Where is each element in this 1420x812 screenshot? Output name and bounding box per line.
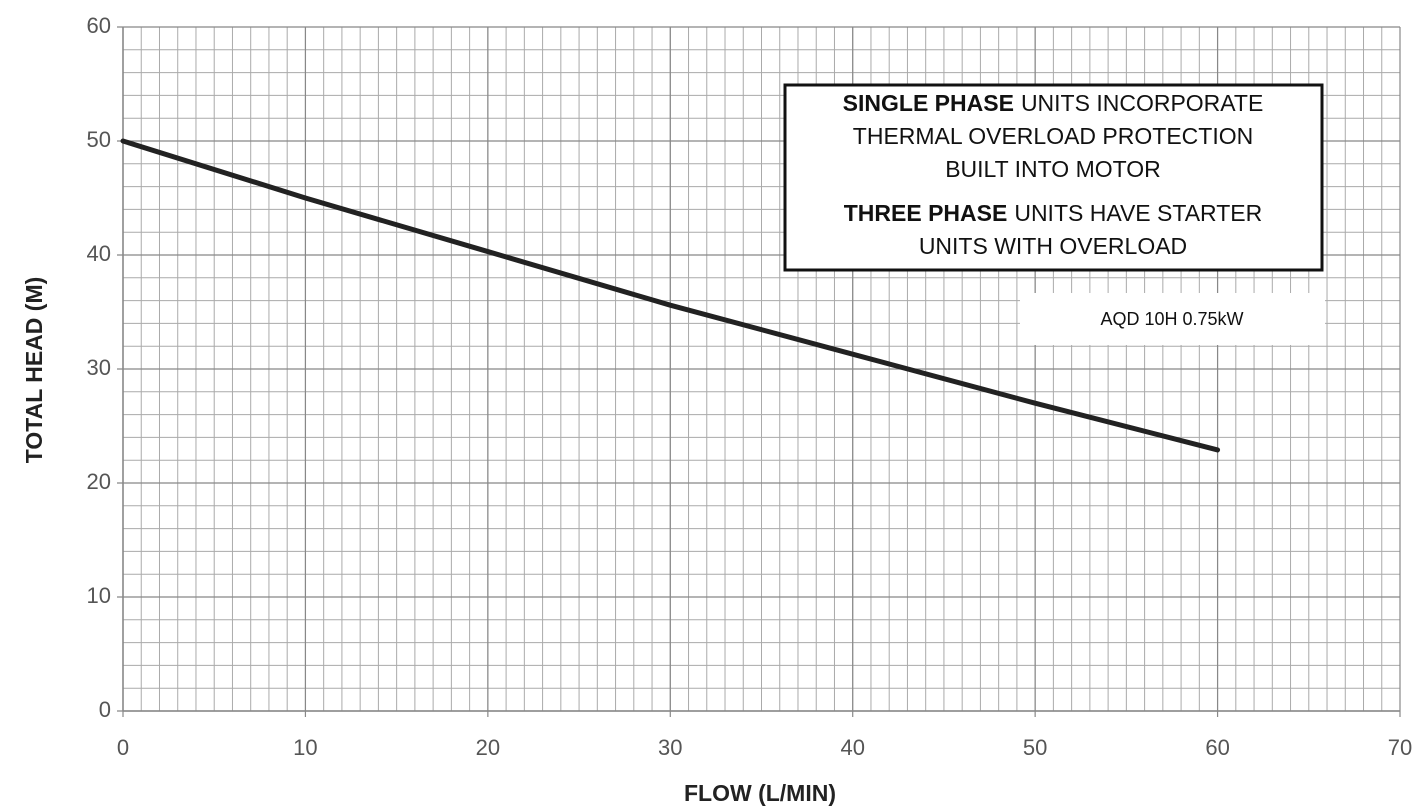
x-tick-label: 40 — [840, 735, 864, 760]
note-text: UNITS INCORPORATE — [1021, 90, 1263, 116]
y-tick-label: 50 — [87, 127, 111, 152]
note-box — [783, 83, 1324, 272]
legend-label: AQD 10H 0.75kW — [1100, 309, 1243, 329]
y-tick-label: 0 — [99, 697, 111, 722]
y-tick-label: 40 — [87, 241, 111, 266]
legend-box — [1020, 293, 1325, 345]
x-tick-label: 10 — [293, 735, 317, 760]
note-bold: SINGLE PHASE — [843, 90, 1014, 116]
x-tick-label: 50 — [1023, 735, 1047, 760]
y-tick-label: 30 — [87, 355, 111, 380]
x-tick-label: 70 — [1388, 735, 1412, 760]
x-tick-label: 60 — [1205, 735, 1229, 760]
y-tick-label: 60 — [87, 13, 111, 38]
x-axis-title: FLOW (L/MIN) — [684, 780, 836, 806]
note-text: THERMAL OVERLOAD PROTECTION — [853, 123, 1253, 149]
note-line: SINGLE PHASE UNITS INCORPORATE — [843, 90, 1264, 116]
series-line — [120, 138, 1221, 453]
y-tick-label: 20 — [87, 469, 111, 494]
note-text: UNITS HAVE STARTER — [1014, 200, 1262, 226]
note-bold: THREE PHASE — [844, 200, 1008, 226]
note-line: THERMAL OVERLOAD PROTECTION — [853, 123, 1253, 149]
note-line: THREE PHASE UNITS HAVE STARTER — [844, 200, 1263, 226]
note-text: UNITS WITH OVERLOAD — [919, 233, 1187, 259]
x-tick-label: 30 — [658, 735, 682, 760]
note-line: UNITS WITH OVERLOAD — [919, 233, 1187, 259]
note-text: BUILT INTO MOTOR — [945, 156, 1161, 182]
note-line: BUILT INTO MOTOR — [945, 156, 1161, 182]
y-tick-label: 10 — [87, 583, 111, 608]
y-axis-title: TOTAL HEAD (M) — [21, 277, 47, 464]
x-tick-label: 0 — [117, 735, 129, 760]
x-tick-label: 20 — [476, 735, 500, 760]
